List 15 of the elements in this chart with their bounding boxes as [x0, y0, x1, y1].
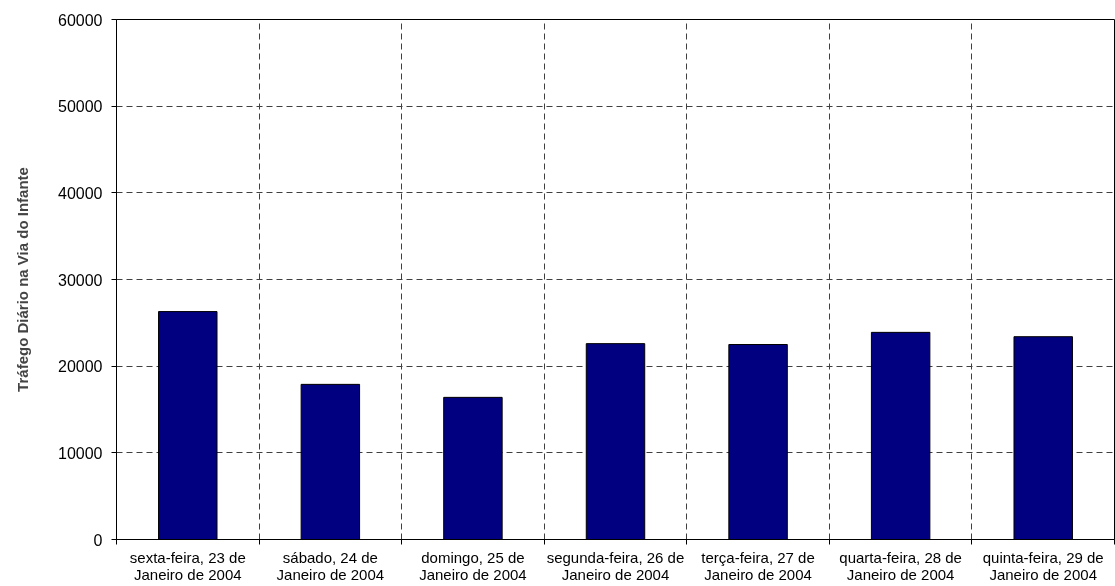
- x-tick-label: segunda-feira, 26 de Janeiro de 2004: [546, 548, 685, 584]
- x-tick-label: quinta-feira, 29 de Janeiro de 2004: [982, 548, 1104, 584]
- x-tick-label: terça-feira, 27 de Janeiro de 2004: [701, 548, 815, 584]
- x-tick-label: sábado, 24 de Janeiro de 2004: [276, 548, 385, 584]
- y-tick-label: 0: [93, 531, 103, 549]
- y-tick-label: 20000: [58, 358, 103, 376]
- y-axis-title: Tráfego Diário na Via do Infante: [14, 167, 32, 392]
- x-tick-label: domingo, 25 de Janeiro de 2004: [419, 548, 527, 584]
- y-tick-label: 30000: [58, 271, 103, 289]
- x-tick-label: quarta-feira, 28 de Janeiro de 2004: [839, 548, 962, 584]
- x-tick-label: sexta-feira, 23 de Janeiro de 2004: [129, 548, 246, 584]
- y-tick-label: 40000: [58, 184, 103, 202]
- y-tick-label: 10000: [58, 444, 103, 462]
- y-tick-label: 60000: [58, 11, 103, 29]
- y-tick-label: 50000: [58, 98, 103, 116]
